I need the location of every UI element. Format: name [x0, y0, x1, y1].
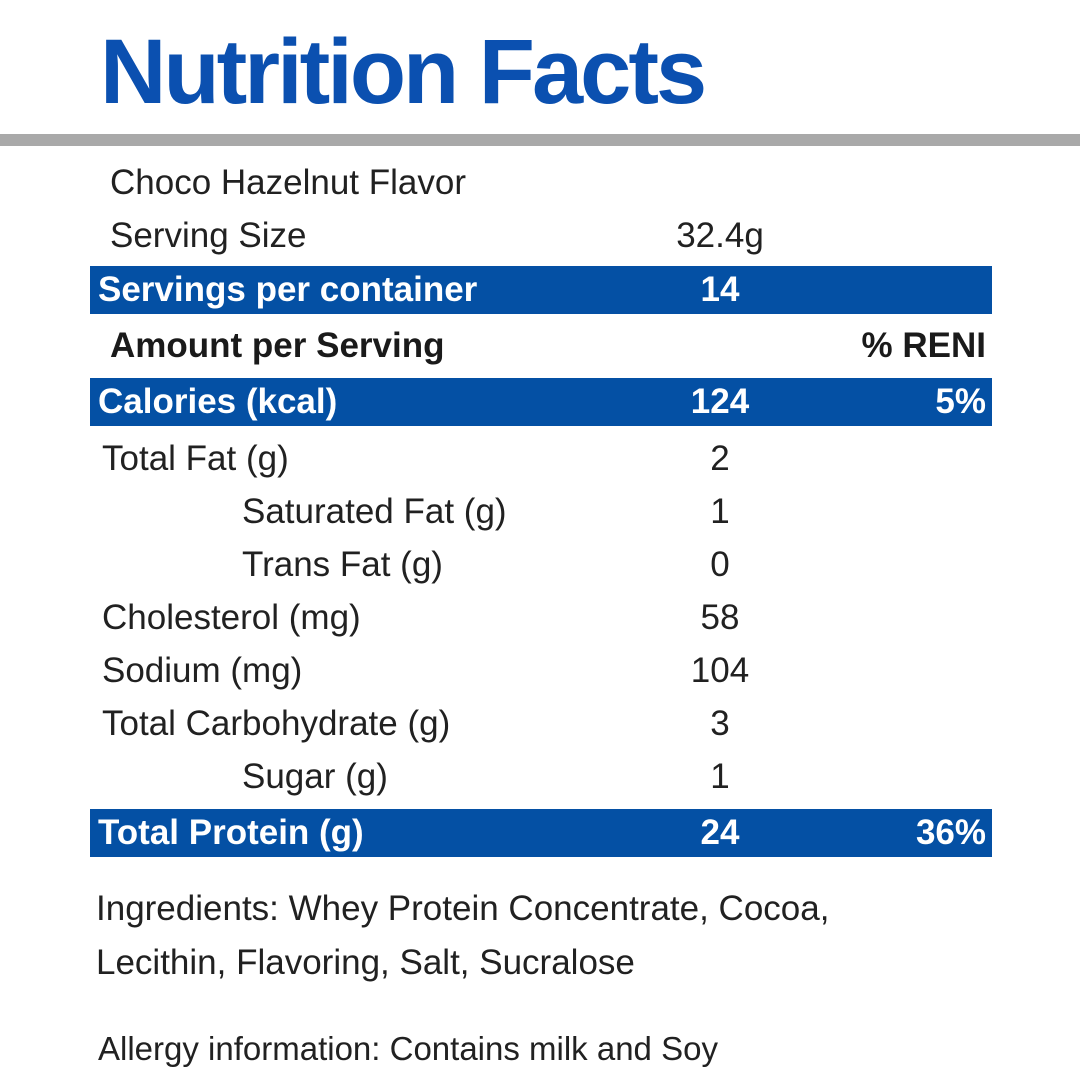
nutrient-label: Trans Fat (g)	[242, 544, 443, 584]
divider-bar	[0, 134, 1080, 146]
amount-per-serving-header: Amount per Serving	[110, 325, 445, 365]
nutrient-label: Sugar (g)	[242, 756, 388, 796]
nutrient-label: Saturated Fat (g)	[242, 491, 507, 531]
serving-size-value: 32.4g	[676, 215, 764, 255]
servings-value: 14	[700, 270, 740, 309]
nutrient-label: Cholesterol (mg)	[102, 597, 361, 637]
allergy-info-text: Allergy information: Contains milk and S…	[98, 1030, 718, 1067]
nutrient-label: Sodium (mg)	[102, 650, 303, 690]
nutrient-amount: 3	[710, 703, 730, 743]
column-header-row: Amount per Serving % RENI	[90, 319, 992, 372]
sodium-row: Sodium (mg) 104	[90, 644, 992, 697]
nutrient-amount: 104	[690, 650, 750, 690]
nutrient-amount: 24	[700, 813, 740, 852]
nutrient-amount: 0	[710, 544, 730, 584]
percent-reni-header: % RENI	[861, 325, 986, 365]
nutrient-amount: 124	[690, 382, 750, 421]
sugar-row: Sugar (g) 1	[90, 750, 992, 803]
servings-per-container-bar: Servings per container 14	[90, 266, 992, 314]
ingredients-line-2: Lecithin, Flavoring, Salt, Sucralose	[96, 943, 635, 982]
nutrient-amount: 58	[700, 597, 740, 637]
nutrient-amount: 1	[710, 491, 730, 531]
cholesterol-row: Cholesterol (mg) 58	[90, 591, 992, 644]
ingredients-text: Ingredients: Whey Protein Concentrate, C…	[96, 882, 992, 990]
serving-size-row: Serving Size 32.4g	[90, 209, 992, 262]
saturated-fat-row: Saturated Fat (g) 1	[90, 485, 992, 538]
label-content: Choco Hazelnut Flavor Serving Size 32.4g…	[90, 156, 992, 1068]
ingredients-line-1: Ingredients: Whey Protein Concentrate, C…	[96, 889, 830, 928]
nutrient-label: Total Fat (g)	[102, 438, 289, 478]
page-title: Nutrition Facts	[100, 21, 707, 123]
nutrient-label: Total Carbohydrate (g)	[102, 703, 451, 743]
total-carbohydrate-row: Total Carbohydrate (g) 3	[90, 697, 992, 750]
nutrient-amount: 2	[710, 438, 730, 478]
serving-size-label: Serving Size	[110, 215, 307, 255]
servings-label: Servings per container	[98, 270, 478, 309]
nutrient-amount: 1	[710, 756, 730, 796]
total-protein-row: Total Protein (g) 24 36%	[90, 809, 992, 857]
nutrient-percent: 36%	[915, 813, 986, 852]
flavor-row: Choco Hazelnut Flavor	[90, 156, 992, 209]
total-fat-row: Total Fat (g) 2	[90, 432, 992, 485]
calories-row: Calories (kcal) 124 5%	[90, 378, 992, 426]
flavor-text: Choco Hazelnut Flavor	[110, 162, 466, 202]
trans-fat-row: Trans Fat (g) 0	[90, 538, 992, 591]
nutrient-label: Total Protein (g)	[98, 813, 364, 852]
nutrient-percent: 5%	[935, 382, 986, 421]
nutrient-rows: Total Fat (g) 2 Saturated Fat (g) 1 Tran…	[90, 432, 992, 803]
nutrient-label: Calories (kcal)	[98, 382, 338, 421]
